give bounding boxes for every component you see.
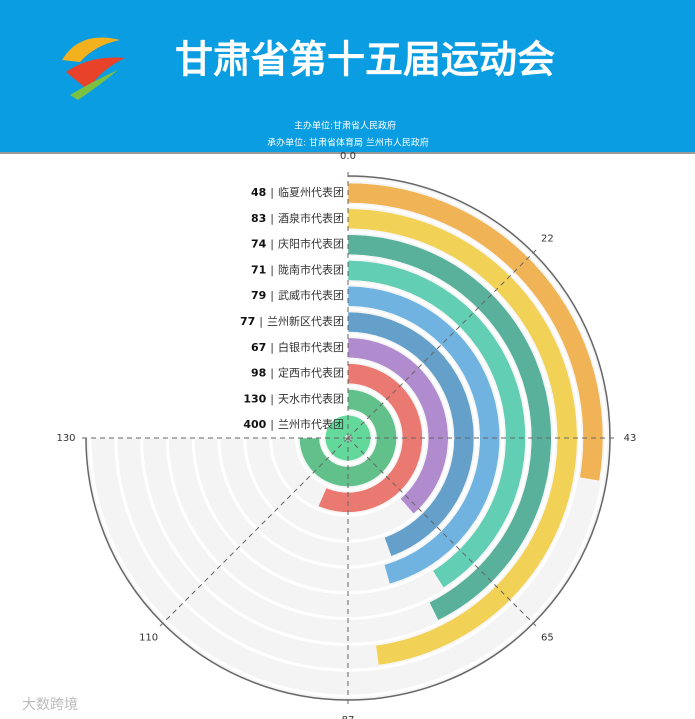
banner-title: 甘肃省第十五届运动会 — [175, 38, 555, 82]
logo — [62, 37, 125, 100]
category-label: 98 | 定西市代表团 — [251, 366, 344, 380]
category-name: 酒泉市代表团 — [278, 211, 344, 225]
angle-tick-label: 22 — [541, 234, 554, 245]
ring-separator — [140, 230, 556, 646]
ring-separator — [114, 204, 582, 672]
bar — [347, 285, 500, 585]
separator: | — [270, 212, 274, 225]
value-label: 98 — [251, 367, 266, 380]
category-name: 定西市代表团 — [278, 366, 344, 380]
category-name: 陇南市代表团 — [278, 262, 344, 276]
separator: | — [270, 392, 274, 405]
value-label: 79 — [251, 289, 266, 302]
category-label: 400 | 兰州市代表团 — [243, 417, 344, 431]
ring-separator — [320, 410, 376, 466]
bar — [317, 363, 423, 513]
separator: | — [270, 341, 274, 354]
value-label: 400 — [243, 418, 266, 431]
bar — [347, 337, 449, 515]
category-name: 兰州新区代表团 — [267, 314, 344, 328]
separator: | — [270, 289, 274, 302]
category-name: 天水市代表团 — [278, 391, 344, 405]
banner — [0, 0, 695, 152]
separator: | — [270, 367, 274, 380]
category-name: 兰州市代表团 — [278, 417, 344, 431]
angle-tick-label: 43 — [624, 433, 637, 444]
category-name: 临夏州代表团 — [278, 185, 344, 199]
organizer: 承办单位: 甘肃省体育局 兰州市人民政府 — [267, 137, 429, 149]
separator: | — [259, 315, 263, 328]
category-label: 67 | 白银市代表团 — [251, 340, 344, 354]
category-label: 74 | 庆阳市代表团 — [251, 237, 344, 251]
bar — [347, 234, 552, 621]
separator: | — [270, 238, 274, 251]
value-label: 130 — [243, 392, 266, 405]
value-label: 77 — [240, 315, 255, 328]
angle-tick-label: 65 — [541, 632, 554, 643]
angle-grid-line — [156, 437, 349, 630]
angle-grid-line — [347, 437, 540, 630]
angle-tick-label: 130 — [56, 433, 75, 444]
category-name: 庆阳市代表团 — [278, 237, 344, 251]
bar — [347, 208, 578, 666]
angle-tick-label: 110 — [139, 632, 158, 643]
ring-separator — [269, 359, 427, 517]
category-label: 48 | 临夏州代表团 — [251, 185, 344, 199]
watermark: 大数跨境 — [22, 697, 78, 713]
bar — [299, 389, 397, 487]
ring-separator — [88, 178, 608, 698]
category-label: 77 | 兰州新区代表团 — [240, 314, 344, 328]
bar — [347, 260, 526, 589]
separator: | — [270, 418, 274, 431]
angle-tick-label: 0.0 — [340, 151, 356, 162]
separator: | — [270, 263, 274, 276]
category-label: 79 | 武威市代表团 — [251, 288, 344, 302]
bar — [347, 182, 604, 482]
category-label: 83 | 酒泉市代表团 — [251, 211, 344, 225]
value-label: 67 — [251, 341, 266, 354]
category-label: 130 | 天水市代表团 — [243, 391, 344, 405]
ring-separator — [294, 384, 402, 492]
category-label: 71 | 陇南市代表团 — [251, 262, 344, 276]
category-name: 白银市代表团 — [278, 340, 344, 354]
value-label: 74 — [251, 238, 267, 251]
angle-tick-label: 87 — [342, 715, 355, 719]
category-name: 武威市代表团 — [278, 288, 344, 302]
value-label: 71 — [251, 263, 266, 276]
value-label: 83 — [251, 212, 266, 225]
value-label: 48 — [251, 186, 266, 199]
bar — [347, 311, 475, 557]
separator: | — [270, 186, 274, 199]
angle-grid-line — [347, 246, 540, 439]
host: 主办单位:甘肃省人民政府 — [294, 120, 396, 132]
